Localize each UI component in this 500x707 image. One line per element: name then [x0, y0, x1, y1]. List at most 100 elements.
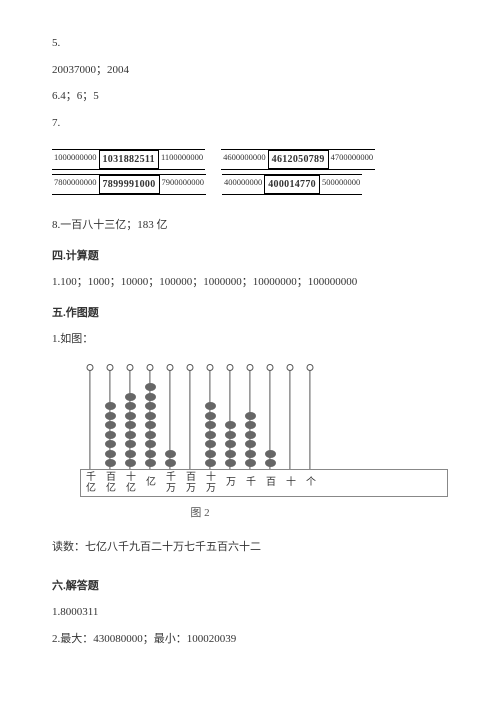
abacus-bead	[205, 412, 216, 420]
numberline-group: 460000000046120507894700000000	[221, 149, 375, 170]
abacus-bead	[205, 450, 216, 458]
nl-left: 4600000000	[221, 150, 268, 169]
abacus-bead	[145, 421, 156, 429]
abacus-label: 亿	[141, 470, 161, 496]
abacus-bead	[125, 450, 136, 458]
abacus-rod	[240, 360, 260, 469]
numberline-row: 780000000078999910007900000000 4000000004…	[52, 174, 448, 195]
numberline-row: 100000000010318825111100000000 4600000000…	[52, 149, 448, 170]
abacus-bead	[225, 440, 236, 448]
abacus-bead	[265, 459, 276, 467]
abacus-bead	[125, 431, 136, 439]
nl-center: 1031882511	[99, 150, 159, 169]
section-5-title: 五.作图题	[52, 305, 448, 322]
abacus-bead	[105, 450, 116, 458]
abacus-bead	[245, 412, 256, 420]
abacus-bead	[105, 412, 116, 420]
s5-a1: 1.如图：	[52, 331, 448, 348]
abacus-label: 十	[281, 470, 301, 496]
q5-body: 20037000；2004	[52, 62, 448, 79]
abacus-label: 千万	[161, 470, 181, 496]
abacus-bead	[225, 431, 236, 439]
abacus-label: 百亿	[101, 470, 121, 496]
abacus-bead	[145, 412, 156, 420]
abacus-bead	[245, 459, 256, 467]
q5-num: 5.	[52, 35, 448, 52]
s4-a1: 1.100；1000；10000；100000；1000000；10000000…	[52, 274, 448, 291]
abacus-rod	[120, 360, 140, 469]
abacus-label: 万	[221, 470, 241, 496]
nl-center: 7899991000	[99, 175, 160, 194]
abacus-bead	[225, 459, 236, 467]
abacus-bead	[125, 421, 136, 429]
abacus-label: 百万	[181, 470, 201, 496]
abacus-rod	[100, 360, 120, 469]
abacus-rod	[300, 360, 320, 469]
abacus-bead	[245, 450, 256, 458]
abacus-label: 千	[241, 470, 261, 496]
abacus-bead	[125, 459, 136, 467]
abacus-label: 百	[261, 470, 281, 496]
nl-center: 400014770	[264, 175, 320, 194]
nl-left: 1000000000	[52, 150, 99, 169]
section-4-title: 四.计算题	[52, 248, 448, 265]
abacus-bead	[165, 459, 176, 467]
abacus-bead	[145, 440, 156, 448]
nl-right: 500000000	[320, 175, 362, 194]
abacus-bead	[125, 440, 136, 448]
nl-right: 4700000000	[329, 150, 376, 169]
nl-left: 400000000	[222, 175, 264, 194]
abacus-bead	[105, 459, 116, 467]
abacus-bead	[245, 421, 256, 429]
abacus-bead	[205, 440, 216, 448]
abacus-rod	[140, 360, 160, 469]
q6-line1: 6.4；6；5	[52, 88, 448, 105]
abacus-rod	[180, 360, 200, 469]
abacus-rod	[160, 360, 180, 469]
abacus-bead	[205, 459, 216, 467]
abacus-bead	[205, 402, 216, 410]
abacus-rod	[260, 360, 280, 469]
abacus-bead	[165, 450, 176, 458]
abacus-label: 十亿	[121, 470, 141, 496]
abacus-bead	[145, 459, 156, 467]
abacus-rod	[220, 360, 240, 469]
abacus-bead	[105, 431, 116, 439]
q7-num: 7.	[52, 115, 448, 132]
abacus-bead	[225, 421, 236, 429]
abacus-label: 十万	[201, 470, 221, 496]
abacus-bead	[145, 383, 156, 391]
abacus-rod	[80, 360, 100, 469]
abacus-bead	[145, 402, 156, 410]
abacus-bead	[105, 402, 116, 410]
q8: 8.一百八十三亿；183 亿	[52, 217, 448, 234]
abacus-figure: 千亿百亿十亿亿千万百万十万万千百十个	[80, 360, 448, 497]
abacus-bead	[145, 431, 156, 439]
nl-center: 4612050789	[268, 150, 329, 169]
q7-numberlines: 100000000010318825111100000000 4600000000…	[52, 149, 448, 195]
abacus-label: 千亿	[81, 470, 101, 496]
abacus-bead	[125, 393, 136, 401]
numberline-group: 780000000078999910007900000000	[52, 174, 206, 195]
abacus-label: 个	[301, 470, 321, 496]
numberline-group: 100000000010318825111100000000	[52, 149, 205, 170]
abacus-bead	[245, 440, 256, 448]
s5-read: 读数：七亿八千九百二十万七千五百六十二	[52, 539, 448, 556]
nl-left: 7800000000	[52, 175, 99, 194]
abacus-bead	[205, 421, 216, 429]
abacus-rod	[200, 360, 220, 469]
abacus-bead	[125, 402, 136, 410]
numberline-group: 400000000400014770500000000	[222, 174, 362, 195]
section-6-title: 六.解答题	[52, 578, 448, 595]
nl-right: 1100000000	[159, 150, 205, 169]
s6-a2: 2.最大：430080000；最小：100020039	[52, 631, 448, 648]
abacus-rod	[280, 360, 300, 469]
abacus-bead	[225, 450, 236, 458]
abacus-bead	[105, 440, 116, 448]
abacus-bead	[205, 431, 216, 439]
nl-right: 7900000000	[160, 175, 207, 194]
abacus-bead	[245, 431, 256, 439]
abacus-bead	[145, 393, 156, 401]
abacus-caption: 图 2	[80, 505, 320, 522]
s6-a1: 1.8000311	[52, 604, 448, 621]
